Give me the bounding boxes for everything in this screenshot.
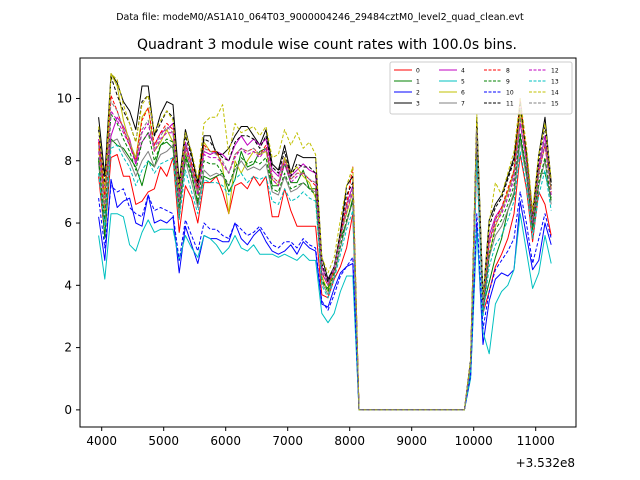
x-tick-label: 6000: [210, 434, 241, 448]
data-file-suptitle: Data file: modeM0/AS1A10_064T03_90000042…: [116, 12, 524, 23]
series-line-13: [98, 144, 552, 411]
legend-label-8: 8: [506, 68, 510, 75]
legend-label-10: 10: [506, 90, 514, 97]
x-tick-label: 5000: [148, 434, 179, 448]
legend-label-2: 2: [416, 90, 420, 97]
x-tick-label: 11000: [517, 434, 555, 448]
x-offset-label: +3.532e8: [516, 456, 575, 470]
series-line-10: [98, 185, 552, 411]
series-line-6: [98, 73, 552, 411]
legend-label-13: 13: [551, 79, 559, 86]
y-tick-label: 6: [64, 216, 72, 230]
series-line-0: [98, 154, 552, 411]
series-line-14: [98, 73, 552, 411]
series-layer: [98, 73, 552, 411]
legend-label-7: 7: [461, 101, 465, 108]
series-line-5: [98, 213, 552, 411]
x-tick-label: 10000: [455, 434, 493, 448]
x-tick-label: 9000: [396, 434, 427, 448]
chart-title: Quadrant 3 module wise count rates with …: [137, 37, 517, 53]
legend-label-1: 1: [416, 79, 420, 86]
legend-label-9: 9: [506, 79, 510, 86]
y-tick-label: 0: [64, 403, 72, 417]
x-tick-label: 8000: [334, 434, 365, 448]
y-tick-label: 2: [64, 341, 72, 355]
series-line-3: [98, 73, 552, 411]
series-line-11: [98, 76, 552, 411]
axis-ticks: 4000 5000 6000 7000 8000 9000 10000 11000 0 2 4 6 8 1…: [57, 91, 555, 448]
series-line-15: [98, 101, 552, 411]
x-tick-label: 7000: [272, 434, 303, 448]
y-tick-label: 4: [64, 278, 72, 292]
x-tick-label: 4000: [86, 434, 117, 448]
legend-label-14: 14: [551, 90, 559, 97]
series-line-12: [98, 110, 552, 411]
legend-label-15: 15: [551, 101, 559, 108]
legend-label-0: 0: [416, 68, 420, 75]
legend-label-3: 3: [416, 101, 420, 108]
legend-box: [389, 61, 573, 115]
legend-label-4: 4: [461, 68, 465, 75]
plot-frame: [79, 57, 577, 428]
legend-label-12: 12: [551, 68, 559, 75]
series-line-9: [98, 113, 552, 411]
legend-label-5: 5: [461, 79, 465, 86]
y-tick-label: 8: [64, 154, 72, 168]
y-tick-label: 10: [57, 91, 72, 105]
legend-label-11: 11: [506, 101, 514, 108]
legend-label-6: 6: [461, 90, 465, 97]
